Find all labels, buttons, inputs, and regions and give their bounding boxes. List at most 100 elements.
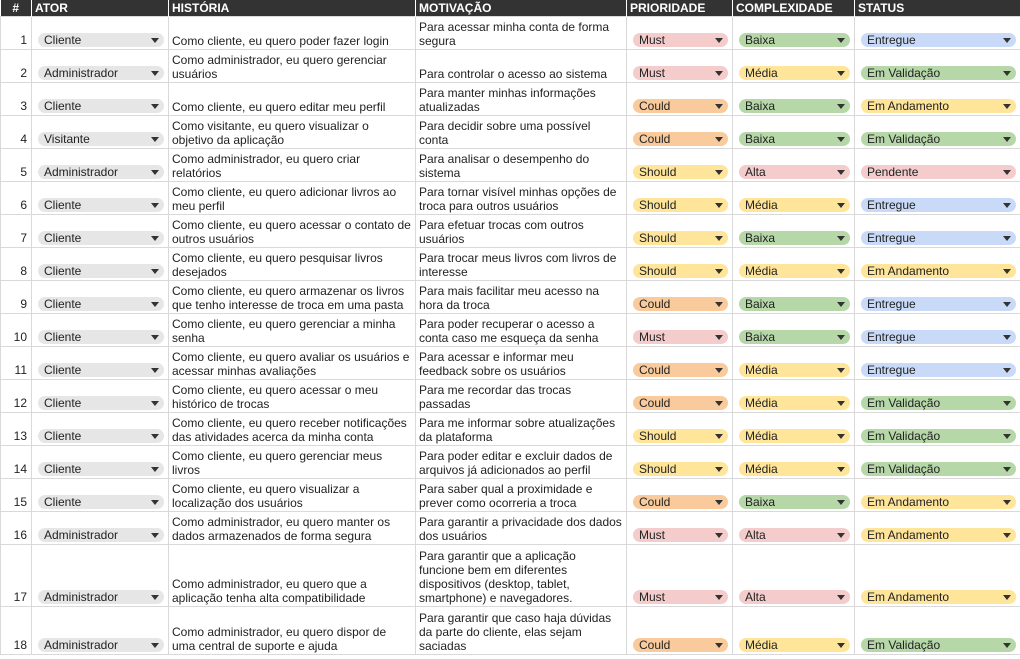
status-dropdown[interactable]: Em Andamento (861, 528, 1016, 542)
complexidade-dropdown[interactable]: Alta (739, 165, 850, 179)
dropdown-arrow-icon[interactable] (1003, 301, 1011, 307)
ator-dropdown[interactable]: Cliente (38, 231, 164, 245)
historia-cell[interactable]: Como cliente, eu quero visualizar a loca… (168, 478, 416, 512)
prioridade-dropdown[interactable]: Should (633, 264, 728, 278)
status-dropdown[interactable]: Em Andamento (861, 590, 1016, 604)
dropdown-arrow-icon[interactable] (715, 642, 723, 648)
dropdown-arrow-icon[interactable] (715, 136, 723, 142)
prioridade-dropdown[interactable]: Should (633, 198, 728, 212)
motivacao-cell[interactable]: Para acessar e informar meu feedback sob… (415, 346, 627, 380)
col-header-motivacao[interactable]: MOTIVAÇÃO (415, 0, 627, 17)
prioridade-dropdown[interactable]: Must (633, 590, 728, 604)
dropdown-arrow-icon[interactable] (1003, 400, 1011, 406)
dropdown-arrow-icon[interactable] (1003, 594, 1011, 600)
motivacao-cell[interactable]: Para garantir a privacidade dos dados do… (415, 511, 627, 545)
historia-cell[interactable]: Como cliente, eu quero adicionar livros … (168, 181, 416, 215)
dropdown-arrow-icon[interactable] (715, 70, 723, 76)
complexidade-dropdown[interactable]: Média (739, 264, 850, 278)
prioridade-dropdown[interactable]: Could (633, 132, 728, 146)
dropdown-arrow-icon[interactable] (151, 70, 159, 76)
historia-cell[interactable]: Como cliente, eu quero gerenciar meus li… (168, 445, 416, 479)
col-header-ator[interactable]: ATOR (31, 0, 169, 17)
dropdown-arrow-icon[interactable] (837, 37, 845, 43)
status-dropdown[interactable]: Em Validação (861, 132, 1016, 146)
dropdown-arrow-icon[interactable] (151, 103, 159, 109)
ator-dropdown[interactable]: Visitante (38, 132, 164, 146)
dropdown-arrow-icon[interactable] (837, 103, 845, 109)
motivacao-cell[interactable]: Para me recordar das trocas passadas (415, 379, 627, 413)
ator-dropdown[interactable]: Administrador (38, 66, 164, 80)
dropdown-arrow-icon[interactable] (715, 202, 723, 208)
dropdown-arrow-icon[interactable] (837, 532, 845, 538)
status-dropdown[interactable]: Em Validação (861, 396, 1016, 410)
status-dropdown[interactable]: Entregue (861, 231, 1016, 245)
dropdown-arrow-icon[interactable] (837, 367, 845, 373)
ator-dropdown[interactable]: Cliente (38, 297, 164, 311)
dropdown-arrow-icon[interactable] (1003, 499, 1011, 505)
historia-cell[interactable]: Como cliente, eu quero gerenciar a minha… (168, 313, 416, 347)
dropdown-arrow-icon[interactable] (151, 268, 159, 274)
dropdown-arrow-icon[interactable] (1003, 642, 1011, 648)
ator-dropdown[interactable]: Cliente (38, 363, 164, 377)
prioridade-dropdown[interactable]: Could (633, 396, 728, 410)
dropdown-arrow-icon[interactable] (151, 169, 159, 175)
ator-dropdown[interactable]: Cliente (38, 330, 164, 344)
prioridade-dropdown[interactable]: Should (633, 462, 728, 476)
status-dropdown[interactable]: Em Andamento (861, 264, 1016, 278)
dropdown-arrow-icon[interactable] (715, 334, 723, 340)
prioridade-dropdown[interactable]: Could (633, 495, 728, 509)
status-dropdown[interactable]: Entregue (861, 330, 1016, 344)
historia-cell[interactable]: Como administrador, eu quero manter os d… (168, 511, 416, 545)
dropdown-arrow-icon[interactable] (837, 169, 845, 175)
complexidade-dropdown[interactable]: Média (739, 363, 850, 377)
complexidade-dropdown[interactable]: Baixa (739, 231, 850, 245)
historia-cell[interactable]: Como administrador, eu quero criar relat… (168, 148, 416, 182)
complexidade-dropdown[interactable]: Baixa (739, 297, 850, 311)
dropdown-arrow-icon[interactable] (1003, 136, 1011, 142)
ator-dropdown[interactable]: Cliente (38, 264, 164, 278)
dropdown-arrow-icon[interactable] (715, 594, 723, 600)
status-dropdown[interactable]: Em Andamento (861, 99, 1016, 113)
dropdown-arrow-icon[interactable] (837, 70, 845, 76)
dropdown-arrow-icon[interactable] (1003, 235, 1011, 241)
dropdown-arrow-icon[interactable] (151, 202, 159, 208)
prioridade-dropdown[interactable]: Must (633, 528, 728, 542)
ator-dropdown[interactable]: Cliente (38, 462, 164, 476)
complexidade-dropdown[interactable]: Baixa (739, 99, 850, 113)
status-dropdown[interactable]: Entregue (861, 363, 1016, 377)
motivacao-cell[interactable]: Para garantir que a aplicação funcione b… (415, 544, 627, 607)
dropdown-arrow-icon[interactable] (151, 642, 159, 648)
dropdown-arrow-icon[interactable] (837, 466, 845, 472)
complexidade-dropdown[interactable]: Média (739, 396, 850, 410)
ator-dropdown[interactable]: Administrador (38, 590, 164, 604)
complexidade-dropdown[interactable]: Baixa (739, 33, 850, 47)
ator-dropdown[interactable]: Cliente (38, 33, 164, 47)
dropdown-arrow-icon[interactable] (837, 433, 845, 439)
historia-cell[interactable]: Como cliente, eu quero poder fazer login (168, 16, 416, 50)
prioridade-dropdown[interactable]: Should (633, 231, 728, 245)
motivacao-cell[interactable]: Para garantir que caso haja dúvidas da p… (415, 606, 627, 655)
complexidade-dropdown[interactable]: Baixa (739, 495, 850, 509)
ator-dropdown[interactable]: Cliente (38, 99, 164, 113)
dropdown-arrow-icon[interactable] (1003, 532, 1011, 538)
motivacao-cell[interactable]: Para decidir sobre uma possível conta (415, 115, 627, 149)
ator-dropdown[interactable]: Administrador (38, 638, 164, 652)
col-header-historia[interactable]: HISTÓRIA (168, 0, 416, 17)
dropdown-arrow-icon[interactable] (715, 169, 723, 175)
dropdown-arrow-icon[interactable] (1003, 37, 1011, 43)
historia-cell[interactable]: Como cliente, eu quero editar meu perfil (168, 82, 416, 116)
status-dropdown[interactable]: Entregue (861, 198, 1016, 212)
status-dropdown[interactable]: Em Validação (861, 429, 1016, 443)
complexidade-dropdown[interactable]: Média (739, 198, 850, 212)
status-dropdown[interactable]: Em Validação (861, 462, 1016, 476)
prioridade-dropdown[interactable]: Should (633, 165, 728, 179)
dropdown-arrow-icon[interactable] (715, 466, 723, 472)
historia-cell[interactable]: Como administrador, eu quero dispor de u… (168, 606, 416, 655)
col-header-status[interactable]: STATUS (854, 0, 1020, 17)
dropdown-arrow-icon[interactable] (1003, 466, 1011, 472)
prioridade-dropdown[interactable]: Should (633, 429, 728, 443)
motivacao-cell[interactable]: Para manter minhas informações atualizad… (415, 82, 627, 116)
historia-cell[interactable]: Como administrador, eu quero gerenciar u… (168, 49, 416, 83)
col-header-prioridade[interactable]: PRIORIDADE (626, 0, 733, 17)
dropdown-arrow-icon[interactable] (715, 532, 723, 538)
